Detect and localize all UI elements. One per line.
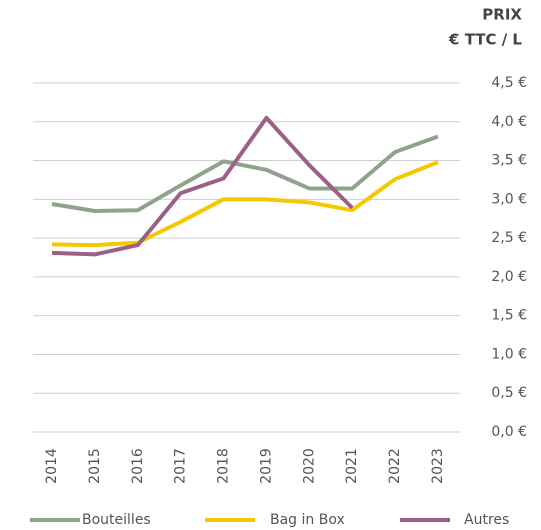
legend-label: Bag in Box bbox=[270, 512, 345, 528]
y-tick-label: 0,0 € bbox=[491, 424, 527, 440]
chart-subtitle: € TTC / L bbox=[448, 31, 522, 49]
y-tick-label: 3,5 € bbox=[491, 153, 527, 169]
x-tick-label: 2018 bbox=[216, 448, 232, 484]
series-line bbox=[51, 134, 439, 213]
x-tick-label: 2022 bbox=[387, 448, 403, 484]
legend-label: Bouteilles bbox=[82, 512, 151, 528]
chart-title: PRIX bbox=[482, 6, 522, 24]
x-tick-label: 2021 bbox=[344, 448, 360, 484]
y-tick-label: 0,5 € bbox=[491, 385, 527, 401]
y-tick-label: 2,5 € bbox=[491, 230, 527, 246]
series-line bbox=[51, 115, 354, 257]
series-line bbox=[51, 160, 439, 248]
y-tick-label: 4,0 € bbox=[491, 114, 527, 130]
y-tick-label: 3,0 € bbox=[491, 191, 527, 207]
y-tick-label: 2,0 € bbox=[491, 269, 527, 285]
y-tick-label: 1,5 € bbox=[491, 308, 527, 324]
x-tick-label: 2017 bbox=[173, 448, 189, 484]
legend-label: Autres bbox=[464, 512, 509, 528]
y-tick-label: 4,5 € bbox=[491, 75, 527, 91]
x-tick-label: 2015 bbox=[87, 448, 103, 484]
x-tick-label: 2016 bbox=[130, 448, 146, 484]
y-tick-label: 1,0 € bbox=[491, 346, 527, 362]
x-tick-label: 2023 bbox=[430, 448, 446, 484]
x-tick-label: 2019 bbox=[258, 448, 274, 484]
x-tick-label: 2014 bbox=[44, 448, 60, 484]
x-tick-label: 2020 bbox=[301, 448, 317, 484]
